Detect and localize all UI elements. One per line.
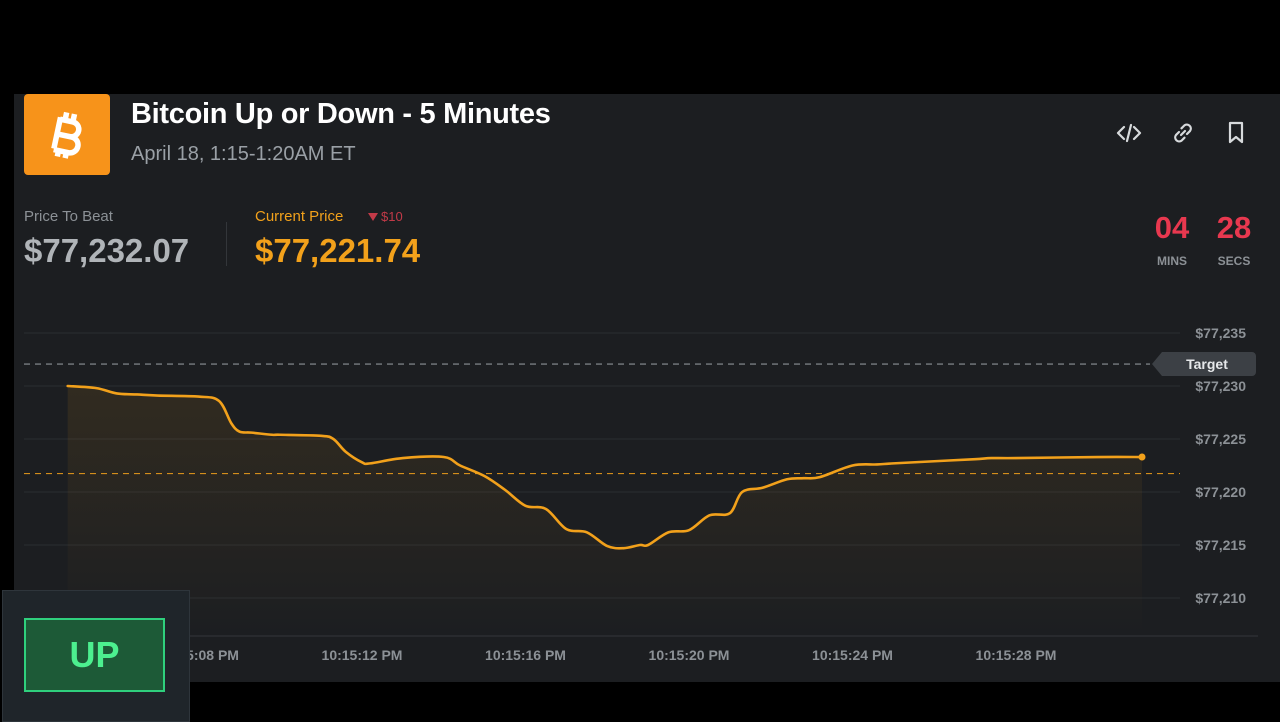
caret-down-icon — [368, 212, 378, 221]
y-tick-label: $77,210 — [1195, 590, 1246, 606]
price-to-beat-value: $77,232.07 — [24, 232, 190, 269]
x-tick-label: 10:15:16 PM — [485, 647, 566, 663]
x-tick-label: 10:15:28 PM — [976, 647, 1057, 663]
embed-icon — [1116, 123, 1142, 143]
price-line — [66, 384, 1144, 550]
target-badge — [1152, 352, 1256, 377]
current-price-label: Current Price — [255, 208, 344, 225]
bitcoin-icon — [51, 111, 82, 159]
current-price-point — [1138, 453, 1146, 461]
timer-seconds-label: SECS — [1217, 254, 1251, 268]
embed-button[interactable] — [1114, 118, 1144, 148]
market-subtitle: April 18, 1:15-1:20AM ET — [131, 143, 356, 165]
current-price-value: $77,221.74 — [255, 232, 421, 269]
price-divider — [226, 222, 227, 266]
bookmark-button[interactable] — [1221, 118, 1251, 148]
price-delta-value: $10 — [381, 209, 403, 224]
y-tick-label: $77,220 — [1195, 484, 1246, 500]
bookmark-icon — [1228, 121, 1244, 144]
price-area — [67, 386, 1143, 636]
bitcoin-logo — [24, 94, 110, 175]
market-title: Bitcoin Up or Down - 5 Minutes — [131, 98, 551, 130]
price-to-beat-label: Price To Beat — [24, 208, 113, 225]
x-tick-label: 10:15:12 PM — [322, 647, 403, 663]
link-button[interactable] — [1168, 118, 1198, 148]
timer-minutes: 04 — [1154, 210, 1190, 245]
timer-seconds: 28 — [1216, 210, 1252, 245]
up-button[interactable]: UP — [24, 618, 165, 692]
y-tick-label: $77,225 — [1195, 431, 1246, 447]
link-icon — [1174, 123, 1192, 143]
y-tick-label: $77,215 — [1195, 537, 1246, 553]
x-tick-label: 10:15:20 PM — [649, 647, 730, 663]
x-tick-label: 10:15:24 PM — [812, 647, 893, 663]
y-tick-label: $77,235 — [1195, 325, 1246, 341]
y-tick-label: $77,230 — [1195, 378, 1246, 394]
target-label: Target — [1186, 356, 1228, 372]
timer-minutes-label: MINS — [1157, 254, 1187, 268]
price-delta: $10 — [368, 209, 403, 224]
